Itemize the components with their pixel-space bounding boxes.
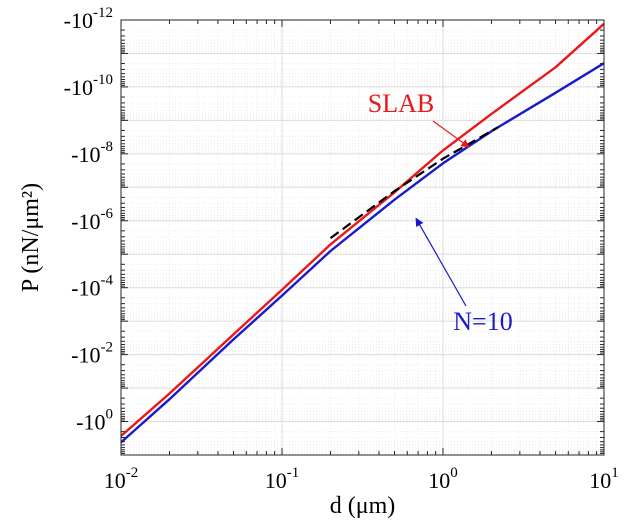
x-tick-label: 10-1 xyxy=(265,465,300,493)
y-axis-label: P (nN/μm²) xyxy=(18,183,44,292)
y-tick-label: -10-10 xyxy=(64,72,113,100)
annotation-label: N=10 xyxy=(453,307,512,336)
ticks xyxy=(120,19,604,455)
series-line xyxy=(120,62,605,444)
series-line xyxy=(329,126,499,239)
series-line xyxy=(120,22,605,437)
x-tick-label: 10-2 xyxy=(104,465,139,493)
y-tick-labels: -10-12 -10-10 -10-8 -10-6 -10-4 -10-2 -100 xyxy=(64,5,114,435)
series-layer xyxy=(120,22,605,444)
annotation-arrow xyxy=(432,120,470,148)
y-tick-label: -10-8 xyxy=(71,139,113,167)
y-tick-label: -10-12 xyxy=(64,5,113,33)
y-tick-label: -10-4 xyxy=(71,273,113,301)
plot-frame xyxy=(120,19,605,456)
annotation-label: SLAB xyxy=(368,89,434,118)
grid xyxy=(120,19,604,455)
x-tick-labels: 10-2 10-1 100 101 xyxy=(104,465,619,493)
y-tick-label: -10-6 xyxy=(71,206,113,234)
x-tick-label: 101 xyxy=(589,465,619,493)
annotations: SLAB N=10 xyxy=(368,89,513,336)
x-axis-label: d (μm) xyxy=(330,493,396,519)
y-tick-label: -100 xyxy=(76,407,113,435)
y-tick-label: -10-2 xyxy=(71,340,113,368)
annotation-arrow xyxy=(415,217,467,307)
x-tick-label: 100 xyxy=(428,465,458,493)
